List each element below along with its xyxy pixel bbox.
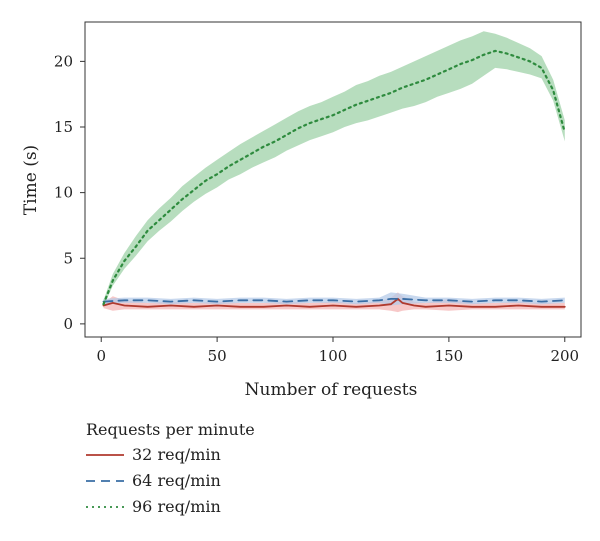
y-tick-label: 0 — [63, 315, 73, 333]
y-tick-label: 5 — [63, 249, 73, 267]
band-series-2 — [103, 292, 565, 306]
line-series-1 — [102, 297, 566, 308]
x-tick-label: 150 — [435, 347, 464, 365]
x-tick-label: 200 — [550, 347, 579, 365]
confidence-bands — [103, 31, 565, 313]
y-axis-label: Time (s) — [21, 145, 41, 215]
x-tick-label: 100 — [319, 347, 348, 365]
y-axis-ticks: 0 5 10 15 20 — [54, 52, 85, 333]
series-lines — [102, 49, 566, 308]
legend-label-2: 64 req/min — [132, 471, 221, 490]
band-series-3 — [103, 31, 565, 307]
legend-label-1: 32 req/min — [132, 445, 221, 464]
line-series-2 — [102, 297, 566, 303]
legend-label-3: 96 req/min — [132, 497, 221, 516]
x-axis-label: Number of requests — [245, 380, 418, 400]
y-tick-label: 20 — [54, 52, 73, 70]
y-tick-label: 15 — [54, 118, 73, 136]
x-tick-label: 0 — [96, 347, 106, 365]
x-axis-ticks: 0 50 100 150 200 — [96, 337, 579, 365]
legend: 32 req/min 64 req/min 96 req/min — [86, 445, 221, 516]
y-tick-label: 10 — [54, 184, 73, 202]
legend-title: Requests per minute — [86, 420, 255, 439]
line-series-3 — [102, 49, 566, 306]
x-tick-label: 50 — [208, 347, 227, 365]
